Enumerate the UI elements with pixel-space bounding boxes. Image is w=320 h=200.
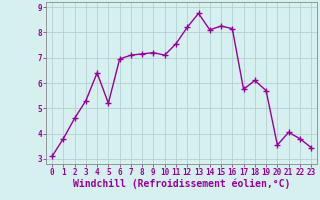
X-axis label: Windchill (Refroidissement éolien,°C): Windchill (Refroidissement éolien,°C) <box>73 179 290 189</box>
